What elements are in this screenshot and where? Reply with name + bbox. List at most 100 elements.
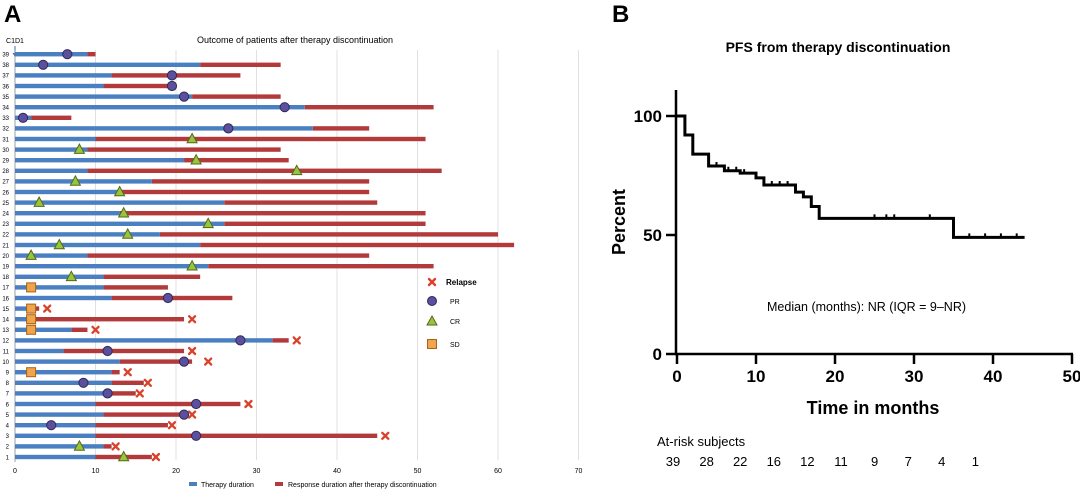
relapse-stroke	[187, 315, 197, 324]
response-bar	[103, 274, 201, 279]
response-bar	[87, 168, 442, 173]
therapy-bar	[15, 433, 96, 438]
relapse-stroke	[111, 442, 120, 451]
pr-marker	[38, 59, 49, 70]
therapy-bar	[15, 317, 32, 322]
at-risk-value: 4	[938, 454, 945, 469]
y-tick-label: 50	[643, 226, 662, 245]
pr-marker	[166, 80, 178, 92]
at-risk-value: 11	[834, 454, 848, 469]
x-tick-label: 0	[672, 367, 681, 386]
relapse-stroke	[151, 452, 161, 462]
km-plot: PFS from therapy discontinuation Percent…	[609, 39, 1080, 469]
patient-id-label: 33	[2, 116, 9, 122]
panel-label-a: A	[4, 1, 21, 28]
cr-marker	[202, 217, 215, 229]
therapy-bar	[15, 179, 152, 184]
at-risk-value: 28	[699, 454, 713, 469]
x-tick-label: 10	[92, 468, 100, 475]
therapy-bar	[15, 444, 104, 449]
patient-id-label: 25	[2, 201, 9, 207]
patient-id-label: 27	[2, 180, 9, 186]
panel-label-b: B	[612, 1, 629, 28]
therapy-bar	[15, 200, 225, 205]
pr-marker	[46, 420, 57, 431]
x-tick-label: 20	[172, 468, 180, 475]
response-bar	[119, 359, 193, 364]
cr-marker	[65, 270, 78, 282]
patient-id-label: 1	[6, 455, 10, 461]
legend-relapse-icon	[427, 277, 437, 287]
response-bar	[159, 232, 498, 237]
therapy-bar	[15, 454, 96, 460]
x-tick-label: 50	[414, 468, 422, 475]
relapse-marker	[43, 304, 52, 313]
response-bar	[87, 147, 281, 152]
relapse-marker	[187, 410, 197, 419]
cr-marker	[69, 174, 82, 186]
therapy-bar	[15, 338, 273, 343]
relapse-marker	[244, 399, 253, 409]
response-bar	[63, 348, 185, 354]
relapse-stroke	[187, 410, 197, 419]
patient-id-label: 28	[2, 169, 9, 175]
patient-id-label: 2	[6, 445, 10, 451]
pr-marker	[191, 398, 202, 410]
therapy-bar	[15, 412, 104, 417]
therapy-bar	[15, 126, 313, 131]
at-risk-value: 7	[905, 454, 912, 469]
legend-response-label: Response duration after therapy disconti…	[288, 482, 437, 489]
x-tick-label: 60	[494, 468, 502, 475]
therapy-bar	[15, 147, 88, 152]
swimmer-plot: Outcome of patients after therapy discon…	[2, 35, 582, 489]
patient-id-label: 39	[2, 53, 9, 59]
cr-marker	[186, 132, 198, 144]
therapy-bar	[15, 136, 96, 142]
patient-id-label: 18	[2, 275, 9, 281]
relapse-marker	[204, 357, 213, 366]
pr-marker	[279, 102, 290, 113]
at-risk-value: 9	[871, 454, 878, 469]
response-bar	[103, 83, 176, 89]
response-bar	[208, 264, 434, 269]
relapse-stroke	[187, 346, 197, 356]
sd-marker	[26, 324, 37, 335]
relapse-marker	[187, 346, 197, 356]
relapse-stroke	[381, 431, 390, 440]
cr-marker	[290, 164, 303, 176]
at-risk-value: 39	[666, 454, 680, 469]
swimmer-legend: Relapse PR CR SD Therapy duration Respon…	[189, 277, 477, 489]
swimmer-title: Outcome of patients after therapy discon…	[197, 35, 393, 45]
legend-pr-icon	[427, 296, 437, 306]
response-bar	[87, 52, 96, 57]
response-bar	[95, 136, 426, 142]
patient-id-label: 34	[2, 106, 9, 112]
therapy-bar	[15, 327, 72, 332]
relapse-stroke	[123, 368, 132, 377]
patient-id-label: 10	[2, 360, 9, 366]
patient-id-label: 7	[6, 392, 10, 398]
patient-id-label: 3	[6, 434, 10, 440]
therapy-bar	[15, 359, 120, 364]
therapy-bar	[15, 168, 88, 173]
response-bar	[103, 412, 185, 417]
patient-id-label: 13	[2, 328, 9, 334]
patient-id-label: 32	[2, 127, 9, 133]
response-bar	[119, 211, 426, 216]
patient-id-label: 9	[6, 371, 10, 377]
relapse-stroke	[91, 325, 100, 334]
patient-id-label: 6	[6, 402, 10, 408]
km-y-axis-label: Percent	[609, 189, 629, 255]
response-bar	[103, 391, 136, 396]
patient-id-label: 24	[2, 212, 9, 218]
pr-marker	[78, 377, 89, 388]
km-median-annotation: Median (months): NR (IQR = 9–NR)	[767, 300, 966, 314]
cr-marker	[186, 259, 198, 271]
y-tick-label: 100	[634, 107, 662, 126]
response-bar	[224, 200, 378, 205]
cr-marker	[117, 450, 130, 462]
x-tick-label: 40	[333, 468, 341, 475]
response-bar	[111, 380, 144, 385]
sd-marker	[26, 282, 37, 293]
